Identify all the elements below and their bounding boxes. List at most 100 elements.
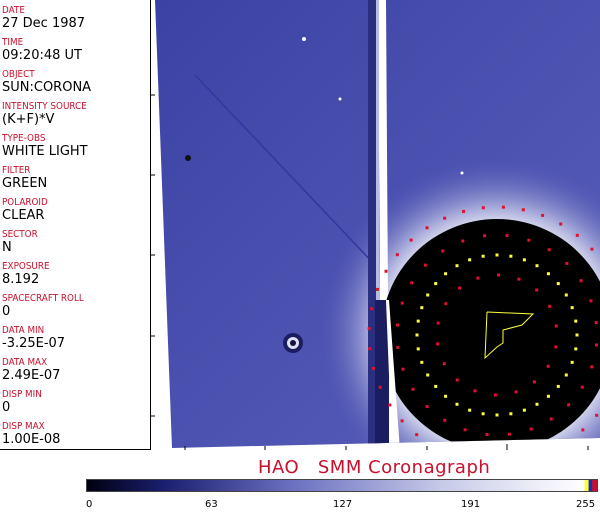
red-marker xyxy=(497,273,501,277)
header-field: POLAROID CLEAR xyxy=(2,197,54,223)
field-value: 0 xyxy=(2,304,11,319)
field-value: -3.25E-07 xyxy=(2,336,66,351)
red-marker xyxy=(529,427,533,431)
red-marker xyxy=(441,249,445,253)
header-field: EXPOSURE 8.192 xyxy=(2,261,56,287)
red-marker xyxy=(507,432,511,436)
header-field: FILTER GREEN xyxy=(2,165,47,191)
red-marker xyxy=(388,403,392,407)
red-marker xyxy=(461,239,465,243)
red-marker xyxy=(409,238,413,242)
field-value: 0 xyxy=(2,400,11,415)
red-marker xyxy=(554,324,558,328)
red-marker xyxy=(595,413,599,417)
header-field: DATA MAX 2.49E-07 xyxy=(2,357,60,383)
red-marker xyxy=(547,248,551,252)
yellow-marker xyxy=(556,384,560,388)
red-marker xyxy=(527,238,531,242)
header-field: DATA MIN -3.25E-07 xyxy=(2,325,65,351)
header-field: DISP MIN 0 xyxy=(2,389,47,415)
red-marker xyxy=(517,277,521,281)
red-marker xyxy=(411,387,415,391)
field-label: SPACECRAFT ROLL xyxy=(2,293,84,304)
header-info-panel: DATE 27 Dec 1987 TIME 09:20:48 UT OBJECT SUN:… xyxy=(0,0,151,450)
red-marker xyxy=(425,405,429,409)
yellow-marker xyxy=(509,412,513,416)
field-value: 27 Dec 1987 xyxy=(2,16,86,31)
coronagraph-image xyxy=(151,0,600,450)
yellow-marker xyxy=(416,319,420,323)
red-marker xyxy=(590,365,594,369)
red-marker xyxy=(473,389,477,393)
header-field: DATE 27 Dec 1987 xyxy=(2,5,85,31)
yellow-marker xyxy=(468,408,472,412)
red-marker xyxy=(549,417,553,421)
field-value: (K+F)*V xyxy=(2,112,55,127)
red-marker xyxy=(580,385,584,389)
header-field: OBJECT SUN:CORONA xyxy=(2,69,91,95)
yellow-marker xyxy=(434,282,438,286)
yellow-marker xyxy=(570,306,574,310)
red-marker xyxy=(548,304,552,308)
red-marker xyxy=(535,288,539,292)
yellow-marker xyxy=(420,360,424,364)
yellow-marker xyxy=(455,264,459,268)
header-field: TYPE-OBS WHITE LIGHT xyxy=(2,133,88,159)
red-marker xyxy=(463,428,467,432)
red-marker xyxy=(395,253,399,257)
yellow-marker xyxy=(570,360,574,364)
instrument-title: HAO SMM Coronagraph xyxy=(258,457,491,478)
yellow-marker xyxy=(564,373,568,377)
red-marker xyxy=(401,367,405,371)
field-value: WHITE LIGHT xyxy=(2,144,88,159)
red-marker xyxy=(395,323,399,327)
field-value: 8.192 xyxy=(2,272,40,287)
yellow-marker xyxy=(574,319,578,323)
field-value: CLEAR xyxy=(2,208,45,223)
field-label: POLAROID xyxy=(2,197,48,208)
yellow-marker xyxy=(415,333,419,337)
red-marker xyxy=(546,364,550,368)
field-value: 2.49E-07 xyxy=(2,368,61,383)
colorbar-tick-label: 191 xyxy=(461,499,481,510)
yellow-marker xyxy=(564,293,568,297)
red-marker xyxy=(532,380,536,384)
yellow-marker xyxy=(495,253,499,257)
yellow-marker xyxy=(522,408,526,412)
red-marker xyxy=(458,286,462,290)
field-value: 09:20:48 UT xyxy=(2,48,82,63)
red-marker xyxy=(444,302,448,306)
yellow-marker xyxy=(495,413,499,417)
yellow-marker xyxy=(481,254,485,258)
yellow-marker xyxy=(535,264,539,268)
red-marker xyxy=(378,385,382,389)
field-label: DATA MIN xyxy=(2,325,45,336)
yellow-marker xyxy=(509,254,513,258)
red-marker xyxy=(485,433,489,437)
yellow-marker xyxy=(556,282,560,286)
yellow-marker xyxy=(522,258,526,262)
red-marker xyxy=(425,226,429,230)
red-marker xyxy=(442,362,446,366)
red-marker xyxy=(443,418,447,422)
colorbar-tick-label: 127 xyxy=(333,499,353,510)
yellow-marker xyxy=(455,402,459,406)
red-marker xyxy=(493,393,497,397)
red-marker xyxy=(590,247,594,251)
red-marker xyxy=(581,428,585,432)
red-marker xyxy=(371,366,375,370)
red-marker xyxy=(595,343,599,347)
field-label: DATE xyxy=(2,5,25,16)
yellow-marker xyxy=(444,272,448,276)
field-label: DATA MAX xyxy=(2,357,48,368)
yellow-marker xyxy=(575,333,579,337)
red-marker xyxy=(594,321,598,325)
field-label: DISP MIN xyxy=(2,389,42,400)
red-marker xyxy=(554,345,558,349)
red-marker xyxy=(455,378,459,382)
red-marker xyxy=(410,281,414,285)
yellow-marker xyxy=(546,394,550,398)
yellow-marker xyxy=(481,412,485,416)
red-marker xyxy=(521,208,525,212)
field-value: GREEN xyxy=(2,176,48,191)
